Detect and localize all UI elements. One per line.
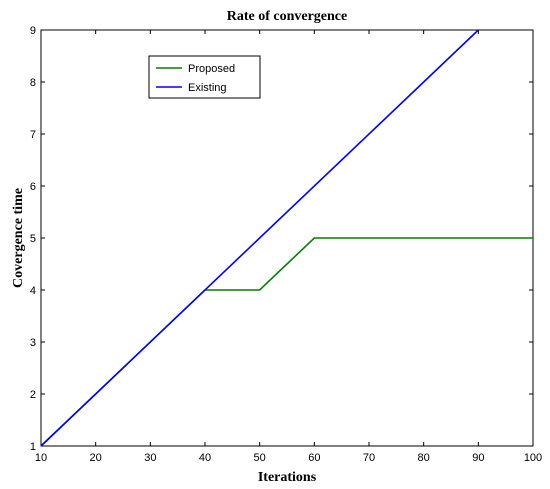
x-tick-label: 40: [199, 452, 211, 464]
series-layer: [40, 29, 533, 447]
legend: Proposed Existing: [148, 55, 261, 99]
x-tick-label: 70: [363, 452, 375, 464]
x-axis-ticks: 10 20 30 40 50 60 70 80 90 100: [35, 30, 542, 464]
x-tick-label: 20: [90, 452, 102, 464]
legend-label-existing: Existing: [188, 82, 227, 94]
x-tick-label: 80: [418, 452, 430, 464]
x-axis-label: Iterations: [258, 470, 317, 485]
x-tick-label: 50: [254, 452, 266, 464]
series-line-proposed: [40, 237, 533, 447]
y-tick-label: 2: [30, 389, 36, 401]
y-tick-label: 8: [30, 77, 36, 89]
series-line-existing: [40, 29, 479, 447]
x-tick-label: 100: [524, 452, 542, 464]
x-tick-label: 90: [472, 452, 484, 464]
y-tick-label: 4: [30, 285, 36, 297]
y-tick-label: 9: [30, 25, 36, 37]
x-tick-label: 60: [308, 452, 320, 464]
y-tick-label: 1: [30, 441, 36, 453]
legend-label-proposed: Proposed: [188, 63, 235, 75]
chart-title: Rate of convergence: [227, 9, 348, 24]
legend-box: [148, 55, 261, 99]
y-axis-label: Covergence time: [11, 188, 26, 288]
x-tick-label: 30: [144, 452, 156, 464]
y-axis-ticks: 1 2 3 4 5 6 7 8 9: [30, 25, 533, 453]
x-tick-label: 10: [35, 452, 47, 464]
y-tick-label: 6: [30, 181, 36, 193]
y-tick-label: 3: [30, 337, 36, 349]
y-tick-label: 5: [30, 233, 36, 245]
y-tick-label: 7: [30, 129, 36, 141]
